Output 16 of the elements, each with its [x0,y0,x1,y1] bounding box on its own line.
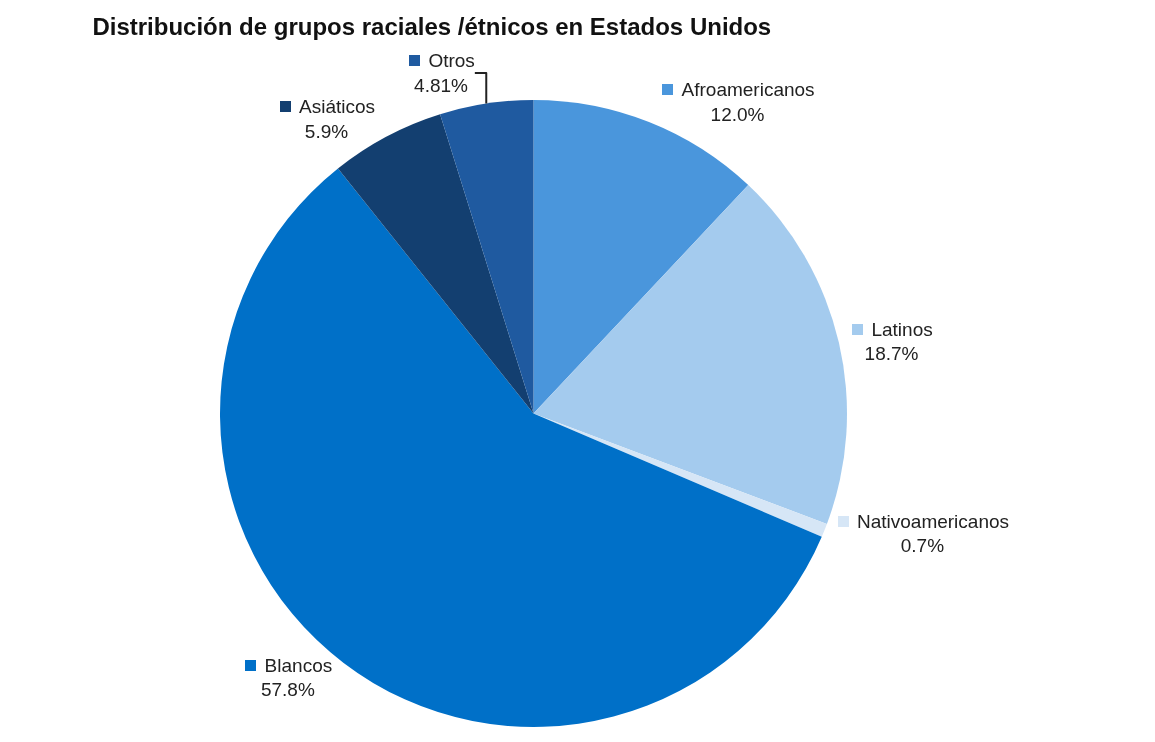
data-label: 4.81% [414,74,469,96]
data-label: 12.0% [710,104,765,126]
pie-slice [440,100,534,414]
legend-label: Asiáticos [277,95,376,117]
pie-slice [220,168,822,727]
legend-label: Otros [407,50,475,72]
legend-label: Blancos [243,654,333,676]
chart-title: Distribución de grupos raciales /étnicos en Estados Unidos [92,13,772,41]
data-label: 18.7% [864,343,919,365]
data-label: 57.8% [260,679,315,701]
data-label: 5.9% [304,120,349,142]
legend-label: Nativoamericanos [835,510,1010,532]
data-label: 0.7% [900,535,945,557]
pie-slice [533,185,847,524]
legend-label: Afroamericanos [660,79,815,101]
legend-label: Latinos [850,318,933,340]
